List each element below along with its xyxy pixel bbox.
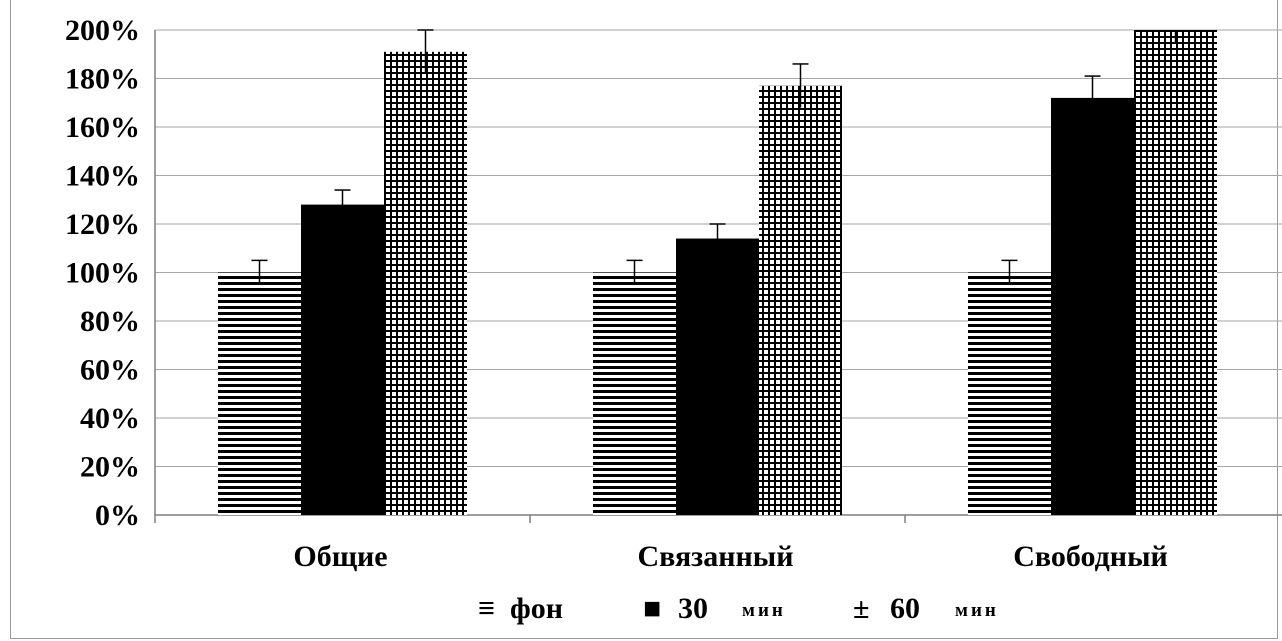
category-labels: Общие Связанный Свободный: [293, 540, 1167, 573]
category-label: Общие: [293, 540, 387, 573]
y-tick-label: 0%: [95, 499, 140, 532]
chart-frame: [10, 0, 1278, 639]
bar: [218, 272, 301, 515]
y-tick-label: 120%: [65, 208, 140, 241]
legend-unit-30: мин: [742, 600, 786, 621]
legend-label-30: 30: [678, 592, 708, 625]
legend-unit-60: мин: [955, 600, 999, 621]
bar: [301, 204, 384, 515]
y-tick-label: 100%: [65, 257, 140, 290]
y-tick-label: 80%: [80, 305, 140, 338]
legend: ≡ фон ■ 30 мин ± 60 мин: [478, 592, 999, 625]
y-tick-label: 200%: [65, 14, 140, 47]
y-tick-label: 60%: [80, 354, 140, 387]
legend-symbol-60-min: ±: [853, 592, 869, 625]
legend-symbol-30-min: ■: [643, 592, 661, 625]
bar: [1134, 30, 1217, 515]
bar: [384, 51, 467, 515]
bar: [676, 238, 759, 516]
bar: [1051, 97, 1134, 516]
category-label: Связанный: [637, 540, 793, 573]
bars: [218, 30, 1217, 516]
bar: [593, 272, 676, 515]
legend-label-60: 60: [890, 592, 920, 625]
bar: [759, 85, 842, 516]
y-tick-labels: 0% 20% 40% 60% 80% 100% 120% 140% 160% 180% 200%: [65, 14, 140, 532]
error-bars: [251, 29, 1177, 285]
y-tick-label: 140%: [65, 160, 140, 193]
legend-label-background: фон: [510, 592, 563, 625]
y-tick-label: 160%: [65, 111, 140, 144]
bar: [968, 272, 1051, 515]
legend-symbol-background: ≡: [478, 592, 495, 625]
y-tick-label: 40%: [80, 402, 140, 435]
y-tick-label: 180%: [65, 63, 140, 96]
category-label: Свободный: [1013, 540, 1168, 573]
y-tick-label: 20%: [80, 451, 140, 484]
